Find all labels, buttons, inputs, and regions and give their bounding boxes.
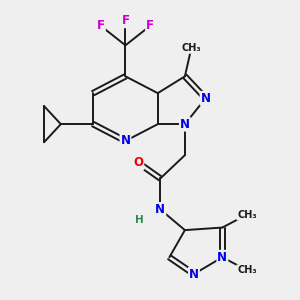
- Text: N: N: [120, 134, 130, 148]
- Text: N: N: [218, 251, 227, 264]
- Text: CH₃: CH₃: [237, 265, 257, 275]
- Text: N: N: [155, 203, 165, 216]
- Text: CH₃: CH₃: [237, 210, 257, 220]
- Text: CH₃: CH₃: [182, 43, 201, 53]
- Text: N: N: [180, 118, 190, 131]
- Text: F: F: [146, 20, 154, 32]
- Text: F: F: [97, 20, 105, 32]
- Text: F: F: [122, 14, 129, 27]
- Text: N: N: [201, 92, 211, 105]
- Text: N: N: [189, 268, 199, 281]
- Text: O: O: [134, 156, 143, 170]
- Text: H: H: [135, 215, 144, 225]
